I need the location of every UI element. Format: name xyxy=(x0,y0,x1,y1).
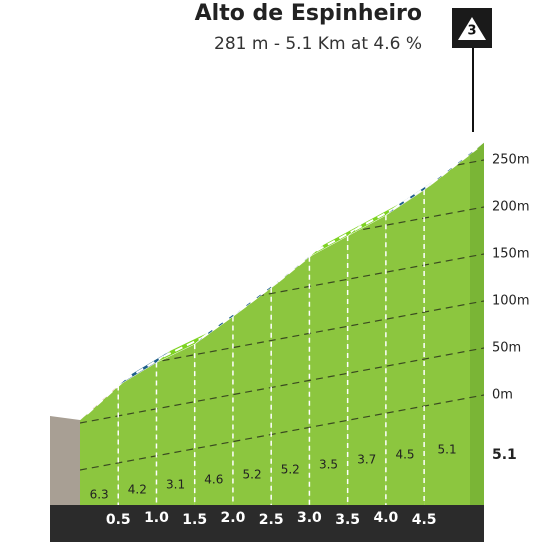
profile-segment xyxy=(309,236,348,505)
x-tick-label: 1.0 xyxy=(144,510,169,526)
strip-dash xyxy=(163,337,203,358)
y-tick-label: 200m xyxy=(492,200,529,215)
grid-line xyxy=(80,394,484,471)
total-distance-label: 5.1 xyxy=(492,447,517,463)
gradient-label: 6.3 xyxy=(90,488,109,502)
category-label: 3 xyxy=(467,24,476,39)
chart-title: Alto de Espinheiro xyxy=(195,1,422,26)
y-tick-label: 50m xyxy=(492,341,521,356)
gradient-label: 4.6 xyxy=(204,473,223,487)
x-tick-label: 0.5 xyxy=(106,512,131,528)
gradient-label: 5.2 xyxy=(281,463,300,477)
x-tick-label: 3.5 xyxy=(335,512,360,528)
gradient-label: 3.5 xyxy=(319,458,338,472)
strip-dash xyxy=(201,309,241,339)
chart-subtitle: 281 m - 5.1 Km at 4.6 % xyxy=(214,34,422,54)
base-band xyxy=(50,505,484,542)
badge-triangle xyxy=(458,17,486,40)
grid-line xyxy=(80,347,484,424)
grid-line xyxy=(80,300,484,377)
y-tick-label: 150m xyxy=(492,247,529,262)
strip-dash xyxy=(392,183,432,211)
profile-segment xyxy=(271,256,310,505)
strip-dash xyxy=(430,147,478,185)
x-tick-label: 2.0 xyxy=(221,510,246,526)
gradient-label: 5.2 xyxy=(243,468,262,482)
strip-dash xyxy=(239,280,279,312)
profile-segment xyxy=(118,362,157,505)
y-tick-label: 250m xyxy=(492,153,529,168)
strip-dash xyxy=(124,355,164,381)
x-tick-label: 3.0 xyxy=(297,510,322,526)
y-tick-label: 100m xyxy=(492,294,529,309)
gradient-label: 3.7 xyxy=(357,453,376,467)
x-tick-label: 4.0 xyxy=(373,510,398,526)
profile-back xyxy=(470,142,484,505)
strip-dash xyxy=(354,208,394,231)
grid-line xyxy=(80,253,484,330)
gradient-label: 3.1 xyxy=(166,478,185,492)
gradient-label: 4.5 xyxy=(395,448,414,462)
profile-segment xyxy=(194,316,233,505)
profile-segment xyxy=(424,154,470,505)
gradient-label: 5.1 xyxy=(438,443,457,457)
strip-dash xyxy=(315,229,356,252)
gradient-label: 4.2 xyxy=(128,483,147,497)
x-tick-label: 4.5 xyxy=(412,512,437,528)
y-tick-label: 0m xyxy=(492,388,513,403)
profile-segment xyxy=(80,385,119,505)
x-tick-label: 2.5 xyxy=(259,512,284,528)
x-tick-label: 1.5 xyxy=(182,512,207,528)
profile-segment xyxy=(385,190,425,505)
profile-segment xyxy=(156,344,195,505)
profile-segment xyxy=(347,215,386,506)
